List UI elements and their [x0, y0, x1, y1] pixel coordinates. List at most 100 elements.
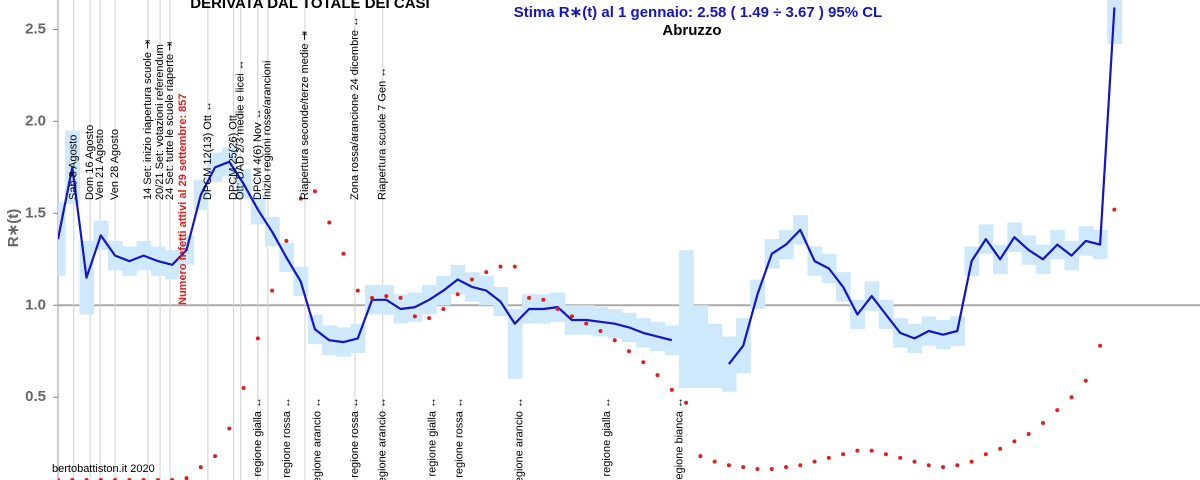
red-dot [726, 463, 731, 468]
red-dot [1112, 207, 1117, 212]
event-label: 24 Set: tutte le scuole riaperte ⇥ [164, 42, 176, 200]
confidence-band [678, 250, 694, 389]
red-dot [598, 329, 603, 334]
y-tick-label: 2.0 [25, 112, 46, 129]
red-dot [1069, 395, 1074, 400]
event-label: 14 Set: inizio riapertura scuole ⇥ [142, 40, 154, 200]
red-dot [712, 459, 717, 464]
region-label: regione rossa ↔ [349, 397, 361, 478]
red-dot [1055, 408, 1060, 413]
y-axis-label: R∗(t) [5, 209, 22, 247]
red-dot [883, 452, 888, 457]
red-dot [213, 454, 218, 459]
red-dot [270, 288, 275, 293]
region-label: regione rossa ↔ [454, 397, 466, 478]
r-line [58, 7, 1116, 365]
red-dot [627, 349, 631, 354]
red-dot [284, 238, 289, 243]
confidence-band [664, 325, 680, 355]
red-dot [912, 459, 917, 464]
y-tick-label: 1.0 [25, 296, 46, 313]
event-label: Inizio regioni rosse/arancioni [262, 61, 274, 200]
red-dot [441, 306, 446, 311]
event-label: DPCM 12(13) Ott ↔ [202, 101, 214, 200]
red-dot [1083, 378, 1088, 383]
red-dot [1012, 439, 1017, 444]
red-dot [455, 292, 460, 297]
event-label: Dom 16 Agosto [84, 125, 96, 200]
text-layer: 0.5 1.0 1.5 2.0 2.5 Sab 8 Agosto Dom 16 Agosto… [25, 16, 685, 480]
confidence-band [58, 202, 66, 276]
red-dot [241, 386, 246, 391]
confidence-band [693, 305, 709, 389]
region-label: regione gialla ↔ [601, 397, 613, 477]
event-label: Riapertura seconde/terze medie ⇥ [299, 31, 311, 200]
red-dot [484, 270, 489, 275]
red-dot [941, 465, 946, 470]
red-dot [784, 465, 789, 470]
red-dot [498, 264, 503, 269]
red-dot [327, 220, 332, 225]
red-dot [955, 463, 960, 468]
red-dot [312, 189, 317, 194]
red-dot [541, 297, 546, 302]
red-dot [898, 455, 903, 460]
red-dot [741, 465, 746, 470]
region-label: regione arancio ↔ [312, 397, 324, 480]
region-name: Abruzzo [662, 22, 721, 39]
red-dot [983, 452, 988, 457]
red-dot [298, 196, 303, 201]
red-dot [398, 295, 403, 300]
red-dot [612, 338, 617, 343]
red-dot [669, 387, 674, 392]
chart-subtitle: Stima R∗(t) al 1 gennaio: 2.58 ( 1.49 ÷ … [514, 4, 882, 21]
red-dot [855, 448, 860, 453]
y-tick-label: 2.5 [25, 20, 46, 37]
red-dot [198, 465, 203, 470]
red-series-label: Numero infetti attivi al 29 settembre: 8… [177, 93, 189, 305]
red-dot [584, 321, 589, 326]
red-dot [227, 426, 232, 431]
red-dot [184, 476, 189, 480]
red-dot [755, 466, 760, 471]
event-label: Ven 21 Agosto [94, 129, 106, 200]
event-label: Ott: DAD 2/3 medie e licei ↔ [235, 59, 247, 200]
red-dot [370, 295, 375, 300]
red-dot [1098, 343, 1103, 348]
event-label: Riapertura scuole 7 Gen ↔ [377, 67, 389, 200]
red-dot [812, 459, 817, 464]
event-label: 20/21 Set: votazioni referendum [154, 44, 166, 200]
red-dot [384, 294, 389, 299]
event-label: Ven 28 Agosto [109, 129, 121, 200]
red-dot [798, 463, 803, 468]
red-dot [698, 454, 703, 459]
red-dot [341, 251, 346, 256]
y-tick-label: 0.5 [25, 388, 46, 405]
red-dot [569, 314, 574, 319]
region-label: regione rossa ↔ [281, 397, 293, 478]
event-label: Zona rossa/arancione 24 dicembre ↔ [349, 16, 361, 200]
red-dot [998, 446, 1003, 451]
event-label: Sab 8 Agosto [68, 135, 80, 200]
red-dot [655, 373, 660, 378]
mark-layer [58, 7, 1117, 480]
y-tick-label: 1.5 [25, 204, 46, 221]
red-dot [255, 336, 260, 341]
red-dot [1040, 420, 1045, 425]
red-dot [684, 400, 689, 405]
red-dot [826, 455, 831, 460]
red-dot [1026, 432, 1031, 437]
red-dot [412, 314, 417, 319]
red-dot [469, 277, 474, 282]
chart-title: DERIVATA DAL TOTALE DEI CASI [190, 0, 429, 12]
red-dot [926, 463, 931, 468]
region-label: regione arancio ↔ [514, 397, 526, 480]
confidence-band [507, 308, 523, 379]
red-dot [869, 448, 874, 453]
region-label: regione arancio ↔ [377, 397, 389, 480]
red-dot [527, 295, 532, 300]
event-label: DPCM 4(6) Nov ↔ [252, 108, 264, 200]
plot-back [53, 0, 1200, 480]
region-label: regione bianca ↔ [674, 397, 686, 480]
